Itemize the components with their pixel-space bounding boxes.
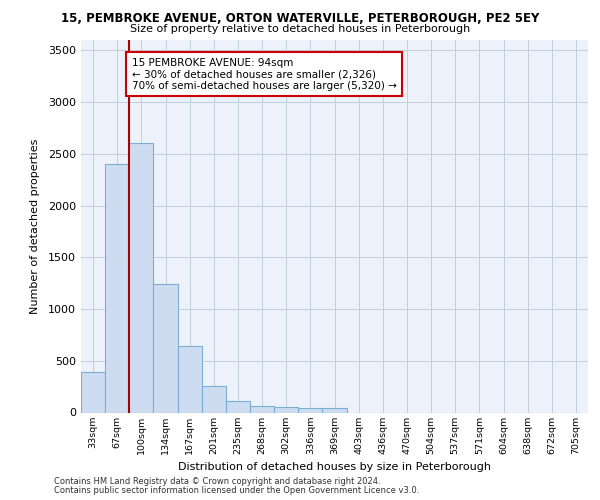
X-axis label: Distribution of detached houses by size in Peterborough: Distribution of detached houses by size … [178,462,491,472]
Bar [129,144,154,412]
Y-axis label: Number of detached properties: Number of detached properties [29,138,40,314]
Bar [105,164,129,412]
Bar [226,401,250,412]
Text: Contains public sector information licensed under the Open Government Licence v3: Contains public sector information licen… [54,486,419,495]
Text: 15, PEMBROKE AVENUE, ORTON WATERVILLE, PETERBOROUGH, PE2 5EY: 15, PEMBROKE AVENUE, ORTON WATERVILLE, P… [61,12,539,26]
Bar [250,406,274,412]
Text: Contains HM Land Registry data © Crown copyright and database right 2024.: Contains HM Land Registry data © Crown c… [54,477,380,486]
Bar [154,284,178,412]
Text: Size of property relative to detached houses in Peterborough: Size of property relative to detached ho… [130,24,470,34]
Bar [202,386,226,412]
Bar [298,408,322,412]
Text: 15 PEMBROKE AVENUE: 94sqm
← 30% of detached houses are smaller (2,326)
70% of se: 15 PEMBROKE AVENUE: 94sqm ← 30% of detac… [132,58,397,91]
Bar [81,372,105,412]
Bar [274,407,298,412]
Bar [322,408,347,412]
Bar [178,346,202,412]
